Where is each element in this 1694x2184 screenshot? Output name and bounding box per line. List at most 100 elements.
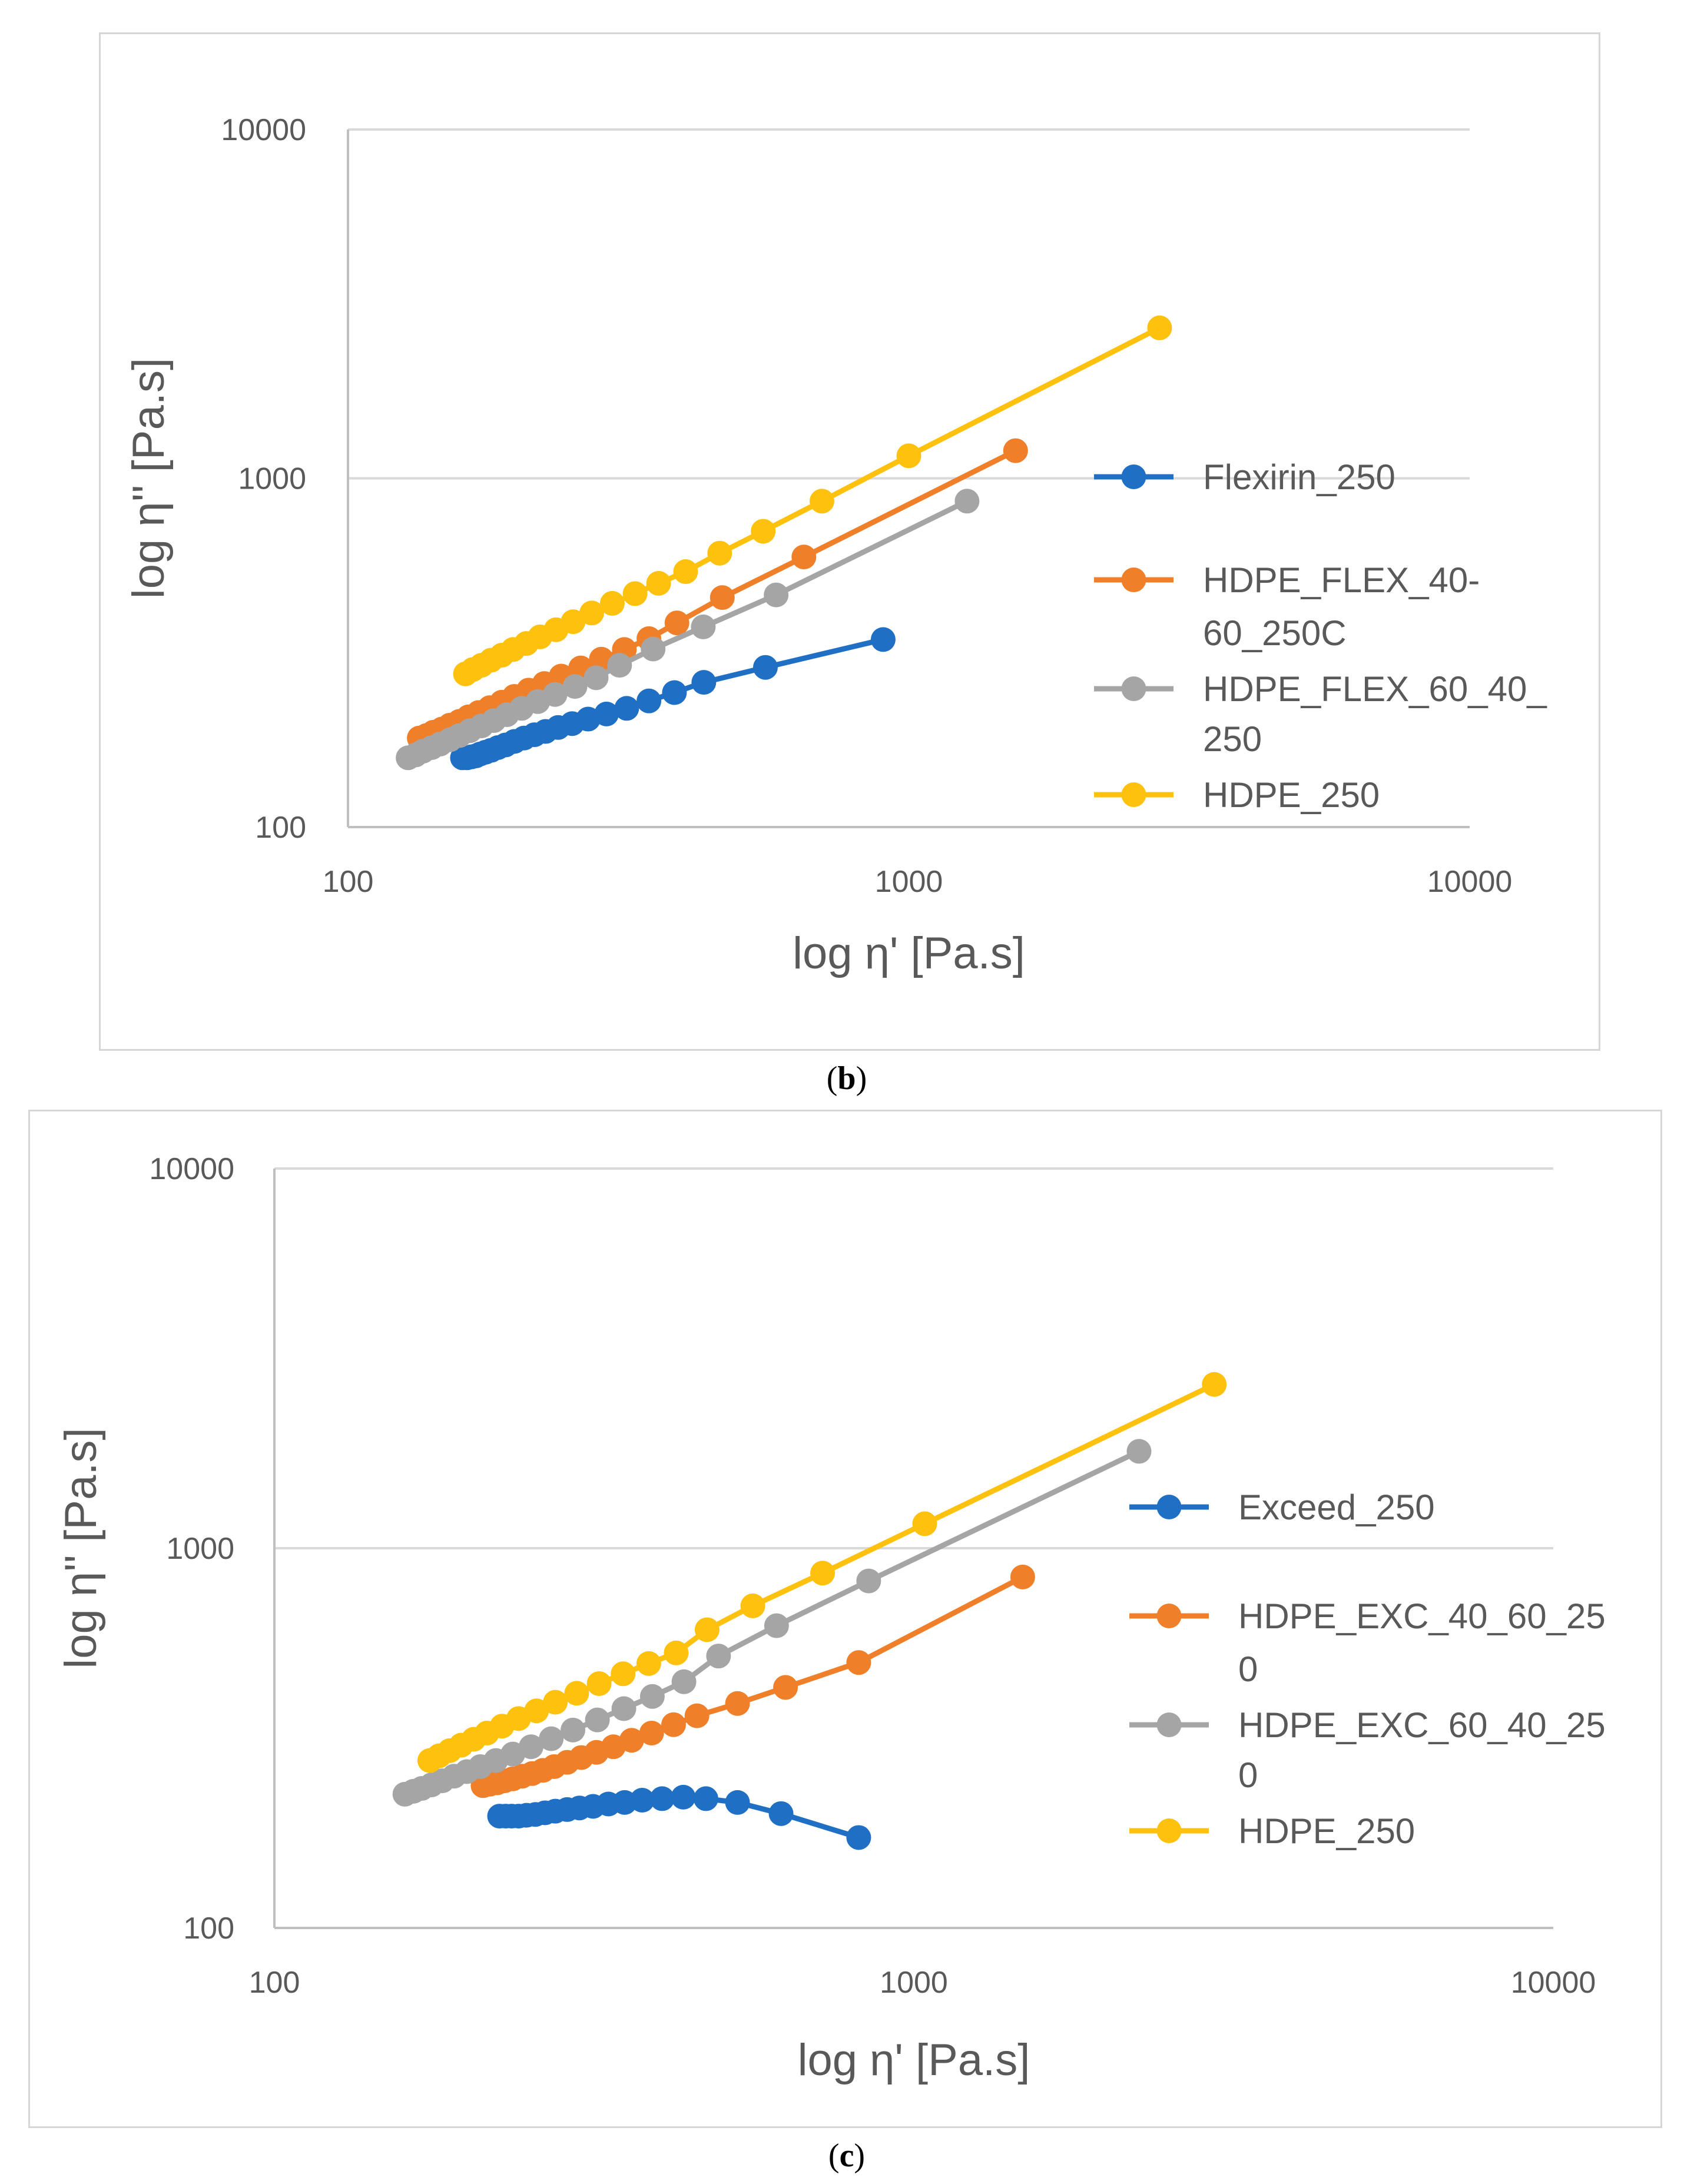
legend-label: 250 <box>1203 719 1262 759</box>
data-point <box>809 489 834 514</box>
x-tick-label: 100 <box>249 1966 300 2000</box>
data-point <box>1202 1372 1227 1397</box>
caption-b-letter: b <box>837 1060 856 1097</box>
y-axis-title: log η'' [Pa.s] <box>124 358 174 599</box>
legend-label: HDPE_250 <box>1238 1811 1415 1851</box>
series-hdpe-exc-40-60-250 <box>470 1564 1035 1798</box>
data-point <box>564 1681 589 1706</box>
data-point <box>539 1726 564 1751</box>
caption-c: (c) <box>828 2137 866 2174</box>
data-point <box>599 590 625 616</box>
data-point <box>518 1734 543 1760</box>
data-point <box>543 1690 568 1715</box>
data-point <box>1126 1439 1152 1464</box>
data-point <box>691 614 716 639</box>
data-point <box>622 581 648 606</box>
data-point <box>810 1561 836 1586</box>
y-tick-label: 1000 <box>166 1532 234 1566</box>
data-point <box>673 559 698 585</box>
data-point <box>611 1661 636 1687</box>
x-axis-title: log η' [Pa.s] <box>798 2035 1030 2085</box>
chart-c: 100 1000 10000 100 1000 10000 log η' [Pa.s] log… <box>56 1152 1606 2085</box>
data-point <box>524 1698 549 1724</box>
legend-marker <box>1121 567 1146 592</box>
legend-label: Flexirin_250 <box>1203 457 1395 497</box>
data-point <box>611 1696 637 1721</box>
series-exceed-250 <box>487 1784 871 1850</box>
data-point <box>856 1568 881 1594</box>
data-point <box>773 1675 798 1700</box>
data-point <box>846 1650 871 1675</box>
caption-b: (b) <box>826 1060 867 1097</box>
data-point <box>614 696 639 721</box>
data-point <box>740 1593 765 1618</box>
data-point <box>912 1511 937 1536</box>
data-point <box>671 1669 697 1694</box>
data-point <box>684 1703 710 1728</box>
data-point <box>662 680 687 705</box>
data-point <box>639 1684 665 1709</box>
chart-b: 100 1000 10000 100 1000 10000 log η' [Pa.s] log… <box>124 113 1547 978</box>
legend-label: 0 <box>1238 1649 1258 1689</box>
data-point <box>629 1787 655 1813</box>
data-point <box>707 540 732 566</box>
legend-label: Exceed_250 <box>1238 1488 1435 1527</box>
data-point <box>764 1613 789 1638</box>
legend-label: 60_250C <box>1203 613 1347 653</box>
data-point <box>954 489 980 514</box>
data-point <box>764 582 789 608</box>
data-point <box>691 670 717 695</box>
legend-marker <box>1156 1818 1182 1843</box>
data-point <box>870 627 896 652</box>
chart-frame-c <box>28 1110 1662 2128</box>
data-point <box>639 1720 664 1745</box>
data-point <box>752 655 778 680</box>
legend-label: HDPE_EXC_40_60_25 <box>1238 1596 1606 1636</box>
y-tick-label: 1000 <box>238 462 306 496</box>
data-point <box>846 1825 871 1850</box>
y-tick-label: 10000 <box>149 1152 234 1186</box>
y-tick-label: 10000 <box>221 113 306 147</box>
legend-marker <box>1156 1604 1182 1628</box>
data-point <box>641 636 666 662</box>
series-hdpe-exc-60-40-250 <box>392 1439 1152 1807</box>
series-hdpe-250 <box>453 315 1172 686</box>
data-point <box>725 1691 750 1716</box>
data-point <box>693 1786 718 1811</box>
data-point <box>1003 438 1028 463</box>
x-tick-label: 100 <box>323 865 374 899</box>
legend-label: 0 <box>1238 1755 1258 1795</box>
data-point <box>561 1717 586 1742</box>
legend-marker <box>1121 782 1146 807</box>
data-point <box>671 1784 696 1810</box>
data-point <box>594 701 619 726</box>
legend-marker <box>1121 464 1146 489</box>
data-point <box>637 688 662 713</box>
data-point <box>751 519 776 544</box>
legend-label: HDPE_FLEX_60_40_ <box>1203 669 1547 709</box>
legend-marker <box>1156 1495 1182 1519</box>
data-point <box>896 443 921 469</box>
x-tick-label: 1000 <box>880 1966 948 2000</box>
data-point <box>1147 315 1172 340</box>
data-point <box>706 1644 731 1669</box>
data-point <box>791 545 817 570</box>
data-point <box>636 1651 661 1676</box>
data-point <box>646 570 671 596</box>
data-point <box>649 1786 675 1811</box>
x-tick-label: 1000 <box>875 865 943 899</box>
data-point <box>664 610 689 636</box>
series-hdpe-250 <box>417 1372 1227 1773</box>
data-point <box>561 609 586 635</box>
data-point <box>710 585 735 610</box>
x-axis-title: log η' [Pa.s] <box>793 928 1025 978</box>
data-point <box>619 1728 644 1753</box>
data-point <box>694 1617 720 1642</box>
data-point <box>607 653 632 678</box>
series-hdpe-flex-60-40-250 <box>396 489 980 771</box>
data-point <box>664 1640 689 1665</box>
x-tick-label: 10000 <box>1511 1966 1596 2000</box>
data-point <box>768 1801 794 1826</box>
data-point <box>579 600 604 626</box>
legend-label: HDPE_EXC_60_40_25 <box>1238 1705 1606 1745</box>
